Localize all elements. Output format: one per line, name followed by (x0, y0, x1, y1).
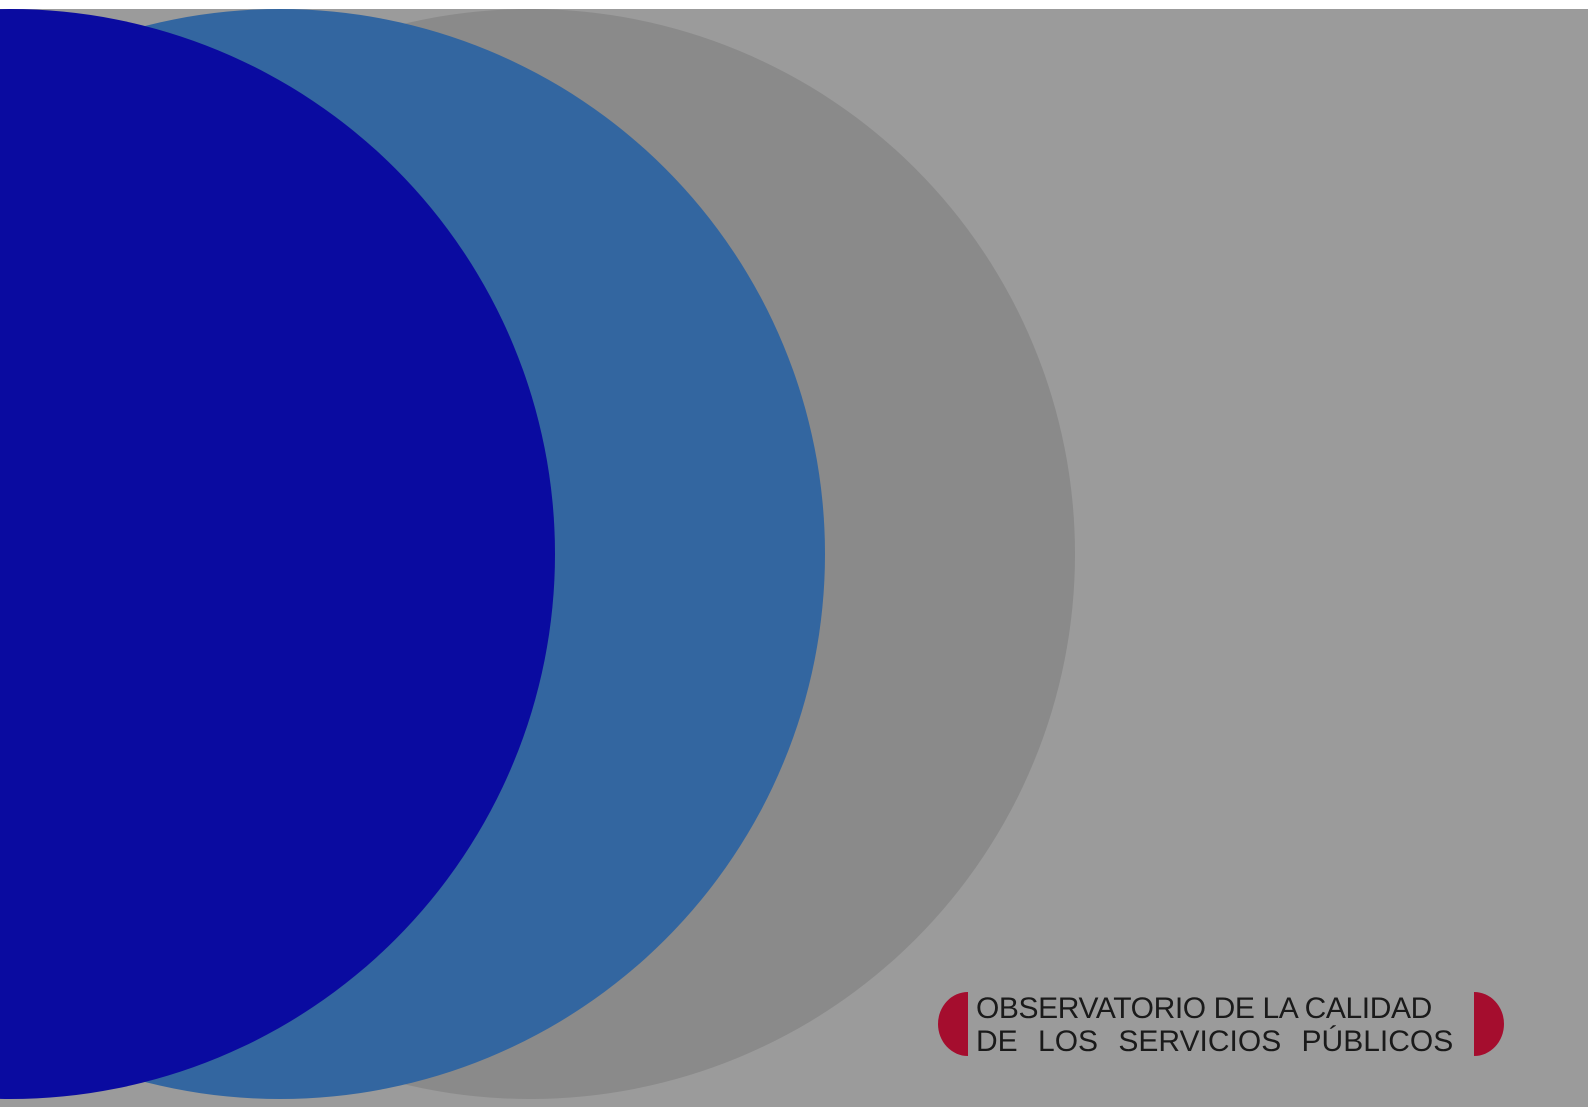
navy-circle (0, 9, 555, 1099)
logo-right-bracket-icon (1474, 992, 1504, 1056)
logo-wordmark: OBSERVATORIO DE LA CALIDAD DE LOS SERVIC… (976, 992, 1466, 1058)
decorative-circles (0, 9, 1588, 1107)
observatorio-logo: OBSERVATORIO DE LA CALIDAD DE LOS SERVIC… (938, 992, 1504, 1058)
logo-line-2: DE LOS SERVICIOS PÚBLICOS (976, 1025, 1454, 1058)
logo-left-bracket-icon (938, 992, 968, 1056)
cover-page: OBSERVATORIO DE LA CALIDAD DE LOS SERVIC… (0, 9, 1588, 1107)
logo-line-1: OBSERVATORIO DE LA CALIDAD (976, 992, 1432, 1025)
